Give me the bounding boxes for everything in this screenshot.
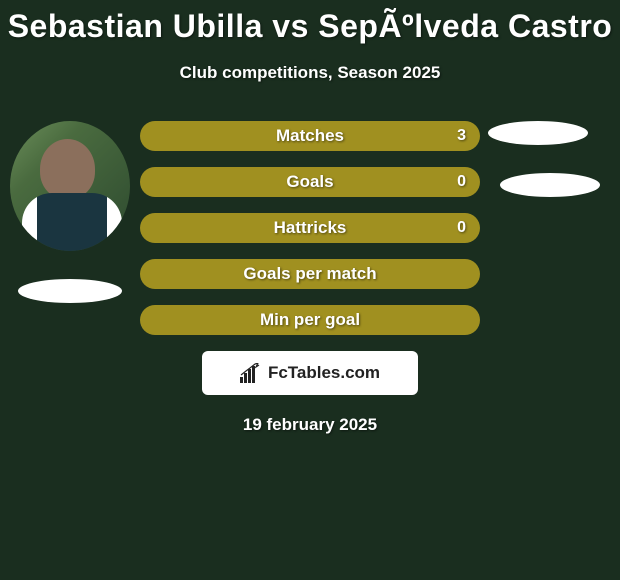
stat-value: 0	[457, 219, 466, 237]
stat-row-matches: Matches 3	[140, 121, 480, 151]
content-area: Matches 3 Goals 0 Hattricks 0 Goals per …	[0, 121, 620, 435]
logo-text: FcTables.com	[268, 363, 380, 383]
stat-row-goals-per-match: Goals per match	[140, 259, 480, 289]
stat-label: Goals per match	[243, 264, 376, 284]
chart-icon	[240, 363, 262, 383]
stat-row-min-per-goal: Min per goal	[140, 305, 480, 335]
page-title: Sebastian Ubilla vs SepÃºlveda Castro	[0, 8, 620, 45]
stat-row-goals: Goals 0	[140, 167, 480, 197]
decorative-blob-right-1	[488, 121, 588, 145]
stat-label: Min per goal	[260, 310, 360, 330]
player-avatar-left	[10, 121, 130, 251]
subtitle: Club competitions, Season 2025	[0, 63, 620, 83]
date-text: 19 february 2025	[0, 415, 620, 435]
decorative-blob-right-2	[500, 173, 600, 197]
stat-value: 3	[457, 127, 466, 145]
stats-list: Matches 3 Goals 0 Hattricks 0 Goals per …	[140, 121, 480, 335]
stat-row-hattricks: Hattricks 0	[140, 213, 480, 243]
logo-box: FcTables.com	[202, 351, 418, 395]
stat-label: Hattricks	[274, 218, 347, 238]
stat-value: 0	[457, 173, 466, 191]
stat-label: Matches	[276, 126, 344, 146]
infographic-container: Sebastian Ubilla vs SepÃºlveda Castro Cl…	[0, 0, 620, 435]
stat-label: Goals	[286, 172, 333, 192]
decorative-blob-left	[18, 279, 122, 303]
